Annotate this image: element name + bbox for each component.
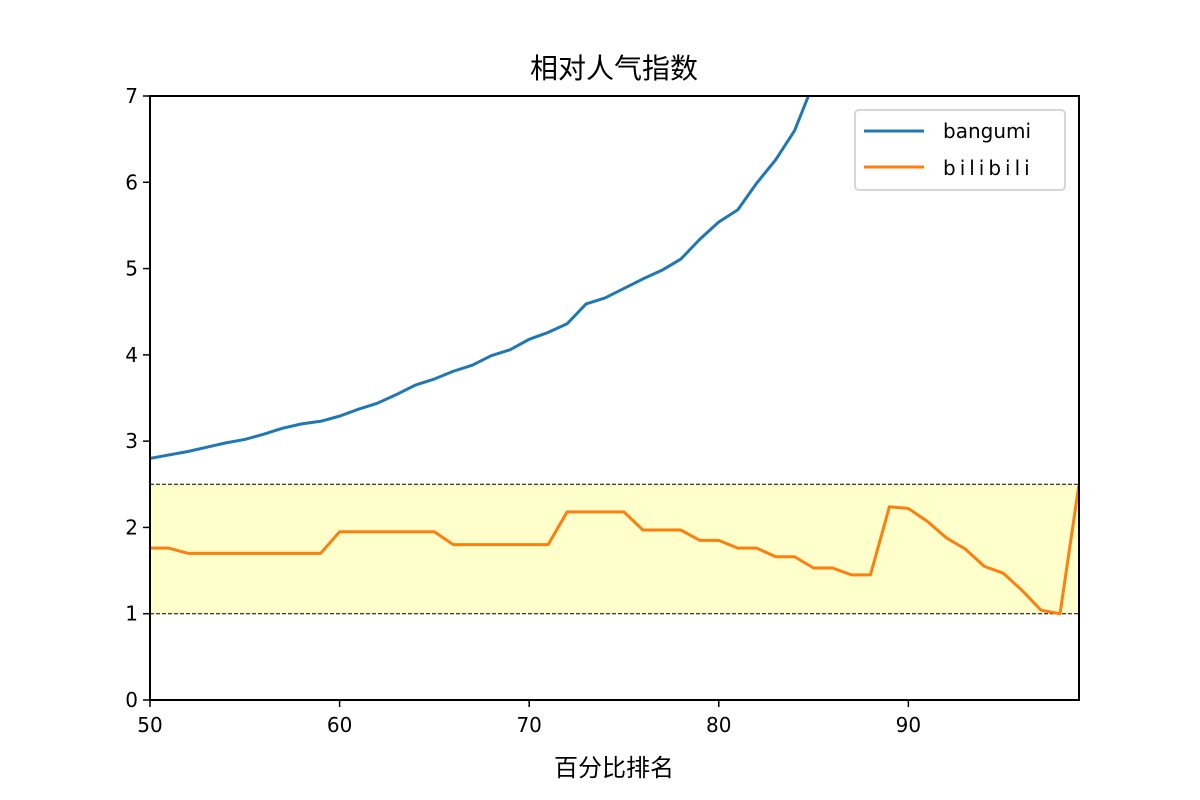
y-tick-label: 6 [125,170,138,194]
y-tick-label: 7 [125,84,138,108]
y-tick-label: 0 [125,688,138,712]
plot-frame [149,95,1080,701]
x-tick-label: 60 [327,713,352,737]
x-tick-label: 90 [896,713,921,737]
x-tick-label: 50 [137,713,162,737]
series-line-bangumi [150,96,811,460]
highlight-band [150,484,1079,614]
legend-label-bilibili: bilibili [943,156,1034,180]
chart-title: 相对人气指数 [530,52,698,85]
series-line-bilibili [150,484,1079,616]
legend-label-bangumi: bangumi [943,119,1031,143]
legend: bangumi bilibili [854,109,1066,191]
x-axis-label: 百分比排名 [554,754,674,782]
y-tick-label: 1 [125,602,138,626]
x-tick-label: 70 [516,713,541,737]
x-tick-label: 80 [706,713,731,737]
y-tick-label: 3 [125,429,138,453]
y-tick-label: 2 [125,515,138,539]
y-tick-label: 5 [125,257,138,281]
y-tick-label: 4 [125,343,138,367]
